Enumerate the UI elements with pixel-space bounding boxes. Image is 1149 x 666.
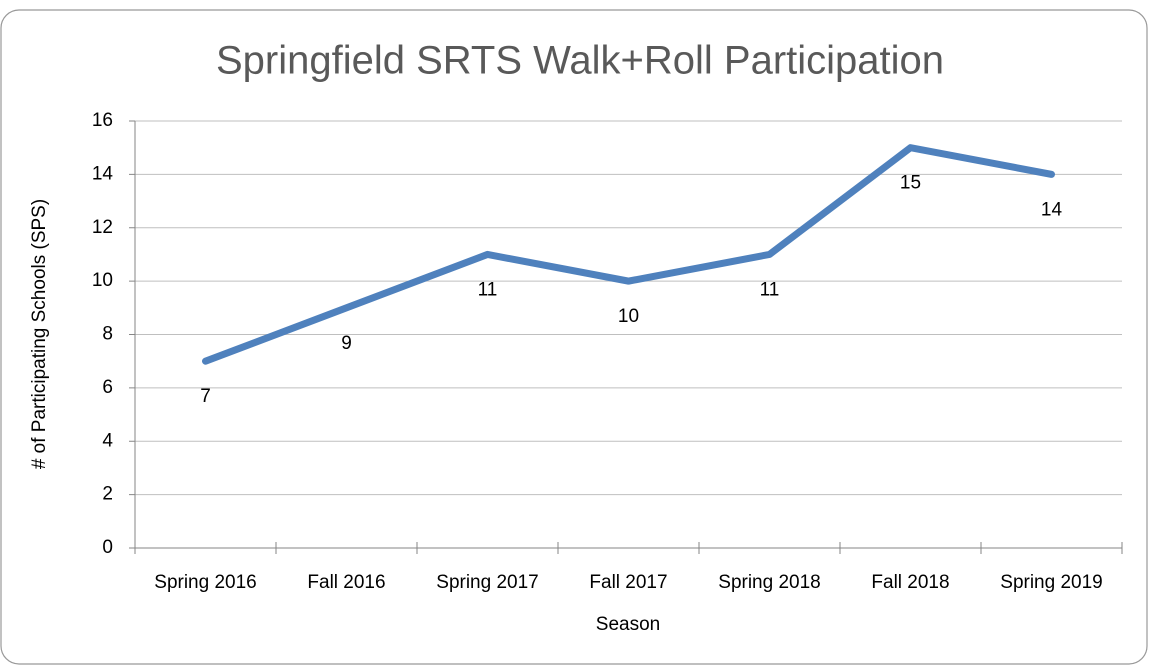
y-axis-title: # of Participating Schools (SPS)	[29, 199, 50, 469]
data-label: 14	[1041, 199, 1063, 220]
y-tick-label: 10	[92, 270, 113, 291]
x-tick-label: Fall 2018	[871, 572, 949, 593]
x-tick-label: Fall 2017	[589, 572, 667, 593]
data-label: 15	[900, 173, 921, 194]
data-line	[202, 144, 1055, 365]
y-tick-label: 0	[102, 537, 113, 558]
chart-title: Springfield SRTS Walk+Roll Participation	[216, 39, 944, 83]
y-tick-label: 14	[92, 163, 114, 184]
data-label: 10	[618, 306, 639, 327]
x-tick-label: Spring 2016	[154, 572, 256, 593]
x-tick-label: Spring 2018	[718, 572, 820, 593]
y-tick-label: 16	[92, 110, 113, 131]
data-label: 7	[200, 386, 211, 407]
y-tick-label: 12	[92, 217, 113, 238]
chart-border	[0, 9, 1148, 665]
x-tick-label: Spring 2019	[1000, 572, 1102, 593]
x-axis-title: Season	[596, 614, 660, 635]
x-tick-label: Spring 2017	[436, 572, 538, 593]
data-label: 9	[341, 333, 352, 354]
y-tick-label: 2	[102, 484, 113, 505]
y-tick-label: 4	[102, 430, 113, 451]
y-tick-label: 8	[102, 324, 113, 345]
data-label: 11	[760, 279, 780, 300]
data-label: 11	[478, 279, 498, 300]
y-tick-label: 6	[102, 377, 113, 398]
x-tick-label: Fall 2016	[307, 572, 385, 593]
